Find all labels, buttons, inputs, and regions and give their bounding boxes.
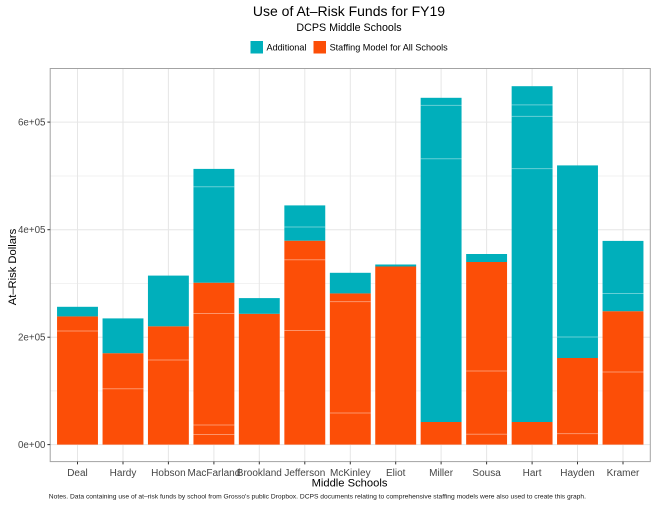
svg-text:DCPS Middle Schools: DCPS Middle Schools [296, 22, 401, 34]
svg-text:Brookland: Brookland [237, 468, 282, 479]
svg-text:At–Risk Dollars: At–Risk Dollars [7, 228, 19, 305]
svg-text:Sousa: Sousa [472, 468, 501, 479]
svg-text:Miller: Miller [429, 468, 454, 479]
svg-text:Staffing Model for All Schools: Staffing Model for All Schools [330, 43, 449, 53]
svg-text:2e+05: 2e+05 [18, 333, 46, 344]
svg-text:6e+05: 6e+05 [18, 118, 46, 129]
svg-text:Eliot: Eliot [386, 468, 406, 479]
svg-text:Hart: Hart [523, 468, 542, 479]
svg-text:Deal: Deal [67, 468, 88, 479]
svg-text:McKinley: McKinley [330, 468, 371, 479]
svg-text:Hayden: Hayden [560, 468, 594, 479]
svg-text:Jefferson: Jefferson [284, 468, 325, 479]
svg-text:Hardy: Hardy [110, 468, 137, 479]
svg-text:MacFarland: MacFarland [187, 468, 240, 479]
svg-text:4e+05: 4e+05 [18, 225, 46, 236]
svg-text:0e+00: 0e+00 [18, 440, 46, 451]
svg-text:Additional: Additional [267, 43, 307, 53]
svg-text:Notes. Data containing use of: Notes. Data containing use of at–risk fu… [49, 494, 586, 501]
svg-text:Middle Schools: Middle Schools [312, 477, 388, 489]
svg-text:Kramer: Kramer [607, 468, 640, 479]
svg-text:Use of At–Risk Funds for FY19: Use of At–Risk Funds for FY19 [253, 3, 445, 19]
svg-text:Hobson: Hobson [151, 468, 185, 479]
